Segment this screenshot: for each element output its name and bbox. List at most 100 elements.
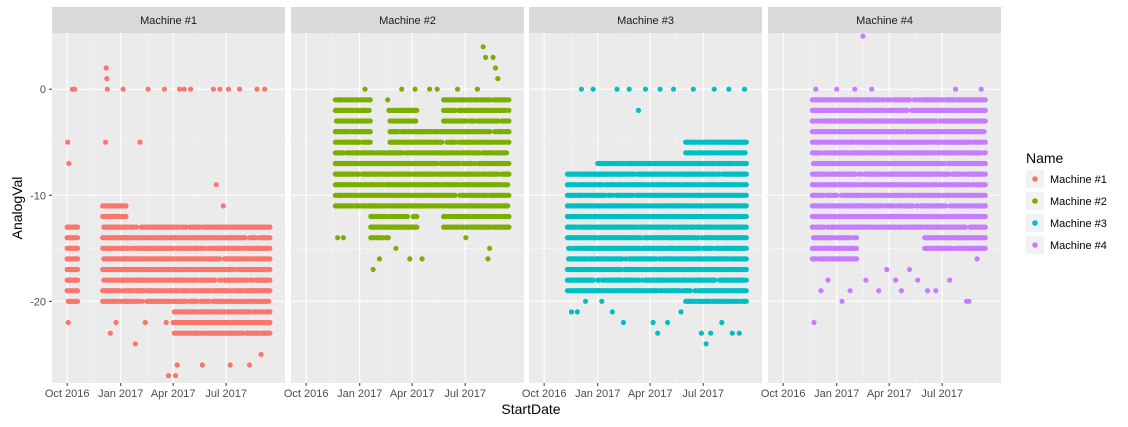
- data-point: [506, 172, 511, 177]
- data-point: [211, 87, 216, 92]
- data-point: [75, 235, 80, 240]
- data-point: [166, 373, 171, 378]
- data-point: [192, 331, 197, 336]
- data-point: [483, 55, 488, 60]
- data-point: [221, 203, 226, 208]
- x-tick-label: Oct 2016: [45, 388, 90, 400]
- data-point: [506, 108, 511, 113]
- data-point: [627, 87, 632, 92]
- data-point: [267, 309, 272, 314]
- data-point: [712, 278, 717, 283]
- data-point: [266, 299, 271, 304]
- facet-strip-label: Machine #4: [856, 15, 913, 27]
- data-point: [643, 87, 648, 92]
- data-point: [177, 87, 182, 92]
- data-point: [226, 87, 231, 92]
- data-point: [114, 320, 119, 325]
- x-tick-label: Jan 2017: [98, 388, 143, 400]
- x-tick-label: Oct 2016: [284, 388, 329, 400]
- data-point: [726, 87, 731, 92]
- data-point: [247, 362, 252, 367]
- data-point: [744, 256, 749, 261]
- data-point: [599, 299, 604, 304]
- data-point: [407, 256, 412, 261]
- data-point: [744, 235, 749, 240]
- data-point: [393, 246, 398, 251]
- data-point: [614, 87, 619, 92]
- data-point: [335, 235, 340, 240]
- data-point: [75, 299, 80, 304]
- data-point: [123, 203, 128, 208]
- data-point: [579, 87, 584, 92]
- data-point: [267, 235, 272, 240]
- data-point: [743, 150, 748, 155]
- data-point: [744, 161, 749, 166]
- data-point: [488, 129, 493, 134]
- data-point: [267, 225, 272, 230]
- data-point: [493, 65, 498, 70]
- data-point: [610, 309, 615, 314]
- data-point: [267, 331, 272, 336]
- data-point: [213, 278, 218, 283]
- data-point: [491, 55, 496, 60]
- x-tick-label: Jan 2017: [814, 388, 859, 400]
- data-point: [744, 214, 749, 219]
- data-point: [188, 87, 193, 92]
- data-point: [237, 87, 242, 92]
- data-point: [368, 118, 373, 123]
- data-point: [214, 182, 219, 187]
- data-point: [75, 278, 80, 283]
- data-point: [66, 161, 71, 166]
- data-point: [267, 320, 272, 325]
- data-point: [228, 362, 233, 367]
- data-point: [103, 140, 108, 145]
- data-point: [217, 87, 222, 92]
- data-point: [744, 172, 749, 177]
- data-point: [72, 87, 77, 92]
- x-tick-label: Apr 2017: [628, 388, 673, 400]
- data-point: [495, 76, 500, 81]
- data-point: [162, 87, 167, 92]
- data-point: [75, 256, 80, 261]
- data-point: [678, 309, 683, 314]
- data-point: [267, 256, 272, 261]
- data-point: [455, 87, 460, 92]
- data-point: [140, 299, 145, 304]
- data-point: [427, 87, 432, 92]
- facet-strip-label: Machine #1: [140, 15, 197, 27]
- data-point: [75, 288, 80, 293]
- data-point: [744, 182, 749, 187]
- data-point: [104, 76, 109, 81]
- data-point: [262, 87, 267, 92]
- data-point: [487, 246, 492, 251]
- data-point: [506, 140, 511, 145]
- data-point: [420, 256, 425, 261]
- data-point: [439, 140, 444, 145]
- data-point: [267, 278, 272, 283]
- data-point: [75, 225, 80, 230]
- data-point: [75, 246, 80, 251]
- x-tick-label: Jul 2017: [205, 388, 247, 400]
- data-point: [621, 320, 626, 325]
- data-point: [414, 108, 419, 113]
- data-point: [688, 288, 693, 293]
- data-point: [708, 331, 713, 336]
- data-point: [671, 87, 676, 92]
- data-point: [413, 87, 418, 92]
- data-point: [744, 267, 749, 272]
- data-point: [368, 97, 373, 102]
- data-point: [691, 87, 696, 92]
- data-point: [744, 193, 749, 198]
- data-point: [504, 150, 509, 155]
- data-point: [386, 235, 391, 240]
- data-point: [137, 140, 142, 145]
- data-point: [719, 320, 724, 325]
- data-point: [133, 341, 138, 346]
- data-point: [481, 44, 486, 49]
- data-point: [737, 331, 742, 336]
- data-point: [267, 246, 272, 251]
- data-point: [506, 214, 511, 219]
